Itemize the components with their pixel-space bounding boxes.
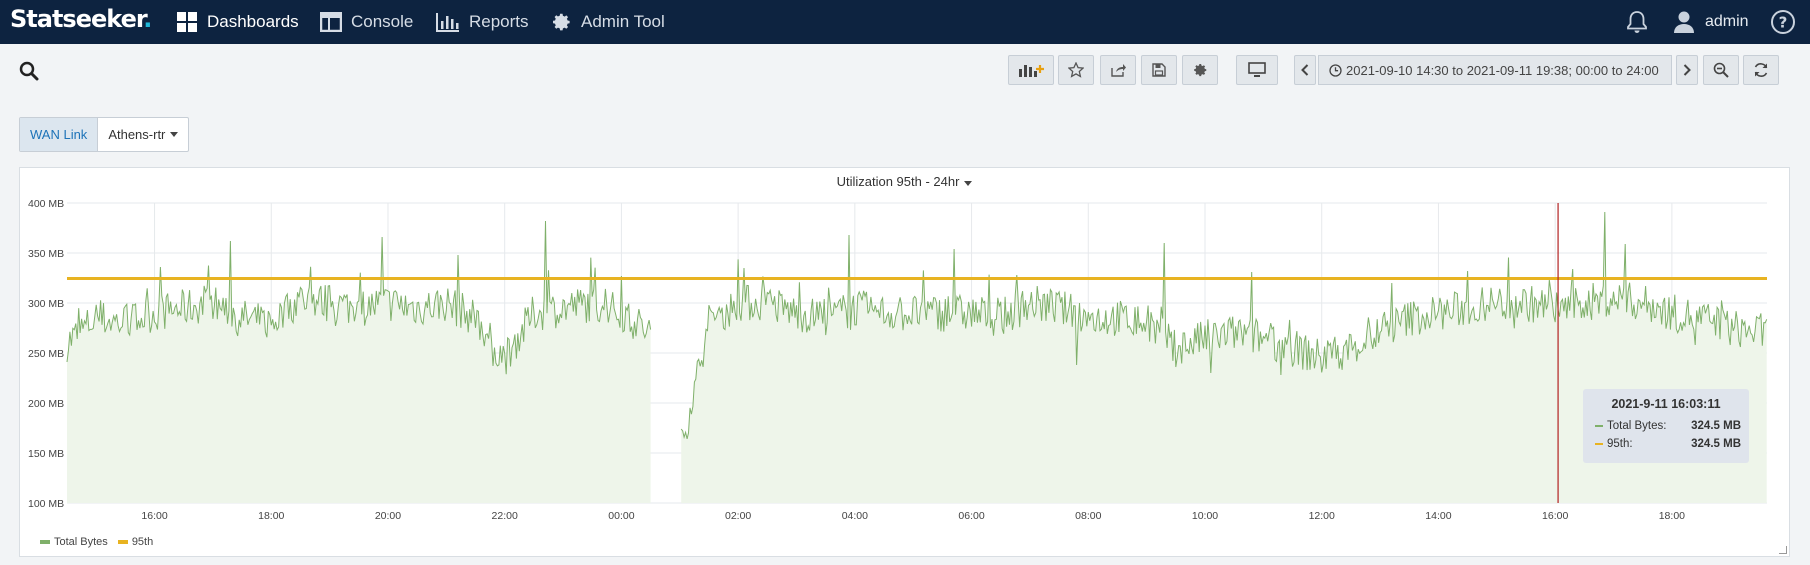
notifications-bell-icon[interactable] [1626,0,1648,44]
share-button[interactable] [1100,55,1136,85]
x-tick-label: 18:00 [1659,510,1685,522]
previous-period-button[interactable] [1294,55,1316,85]
nav-reports[interactable]: Reports [436,0,529,44]
filter-label: WAN Link [20,118,99,151]
date-range-text: 2021-09-10 14:30 to 2021-09-11 19:38; 00… [1346,62,1659,78]
x-tick-label: 22:00 [492,510,518,522]
caret-down-icon [170,132,179,137]
x-tick-label: 12:00 [1309,510,1335,522]
gear-icon [1194,64,1207,77]
legend-swatch [117,540,128,545]
tooltip-total-label: Total Bytes: [1607,420,1667,432]
nav-console[interactable]: Console [320,0,413,44]
x-tick-label: 00:00 [608,510,634,522]
svg-text:?: ? [1779,14,1788,32]
chart-panel: Utilization 95th - 24hr 400 MB 350 MB 300 … [19,167,1790,557]
legend-label: 95th [131,536,154,548]
nav-console-label: Console [351,12,414,31]
save-icon [1152,63,1166,77]
favorite-button[interactable] [1058,55,1094,85]
x-tick-label: 10:00 [1192,510,1218,522]
legend-item-total-bytes[interactable]: Total Bytes [40,536,108,548]
resize-handle[interactable] [1779,546,1787,554]
nav-admin-tool[interactable]: Admin Tool [550,0,665,44]
tooltip-95th-value: 324.5 MB [1691,438,1741,450]
display-mode-button[interactable] [1236,55,1278,85]
x-tick-label: 16:00 [141,510,167,522]
star-icon [1068,62,1084,78]
chart-legend: Total Bytes 95th [40,536,153,548]
add-chart-button[interactable] [1008,55,1054,85]
y-tick-label: 250 MB [28,348,64,360]
y-tick-label: 300 MB [28,298,64,310]
statseeker-logo[interactable]: Statseeker. [10,5,152,33]
bar-chart-icon [436,13,459,32]
y-tick-label: 200 MB [28,398,64,410]
x-tick-label: 04:00 [842,510,868,522]
chart-title-dropdown[interactable]: Utilization 95th - 24hr [20,174,1789,189]
clock-icon [1329,63,1342,77]
tooltip-row-total: Total Bytes: 324.5 MB [1595,420,1741,432]
next-period-button[interactable] [1676,55,1698,85]
legend-label: Total Bytes [54,536,108,548]
chart-tooltip: 2021-9-11 16:03:11 Total Bytes: 324.5 MB… [1583,389,1749,463]
nav-dashboards[interactable]: Dashboards [176,0,299,44]
nav-admin-tool-label: Admin Tool [581,12,665,31]
zoom-out-icon [1713,62,1729,78]
tooltip-total-value: 324.5 MB [1691,420,1741,432]
x-tick-label: 20:00 [375,510,401,522]
utilization-chart[interactable]: 400 MB 350 MB 300 MB 250 MB 200 MB 150 MB 100 … [20,168,1791,558]
tooltip-time: 2021-9-11 16:03:11 [1611,397,1721,411]
device-selector-value: Athens-rtr [108,127,166,142]
monitor-icon [1248,62,1266,77]
chevron-right-icon [1683,64,1691,76]
y-tick-label: 350 MB [28,248,64,260]
zoom-out-button[interactable] [1703,55,1739,85]
refresh-button[interactable] [1743,55,1779,85]
tooltip-95th-label: 95th: [1607,438,1633,450]
date-range-selector[interactable]: 2021-09-10 14:30 to 2021-09-11 19:38; 00… [1318,55,1672,85]
refresh-icon [1754,63,1768,77]
top-nav-bar: Statseeker. Dashboards Console Reports A… [0,0,1810,44]
dashboard-grid-icon [177,12,197,32]
x-tick-label: 02:00 [725,510,751,522]
total-bytes-line [66,220,652,375]
help-icon[interactable]: ? [1770,0,1796,44]
share-icon [1111,64,1126,77]
total-bytes-area [681,212,1767,503]
console-panel-icon [320,12,342,32]
x-tick-label: 16:00 [1542,510,1568,522]
nav-dashboards-label: Dashboards [207,12,299,31]
y-tick-label: 150 MB [28,448,64,460]
y-tick-label: 100 MB [28,498,64,510]
user-avatar-icon [1674,11,1694,33]
total-bytes-line [680,211,1768,440]
x-tick-label: 14:00 [1425,510,1451,522]
x-tick-label: 18:00 [258,510,284,522]
y-tick-label: 400 MB [28,198,64,210]
chart-title: Utilization 95th - 24hr [836,174,960,189]
legend-swatch [40,540,50,545]
total-bytes-area [67,221,651,503]
x-tick-label: 06:00 [958,510,984,522]
tooltip-row-95th: 95th: 324.5 MB [1595,438,1741,450]
x-tick-label: 08:00 [1075,510,1101,522]
user-menu[interactable]: admin [1673,0,1749,44]
device-selector[interactable]: Athens-rtr [98,118,188,151]
gear-icon [553,13,570,31]
chevron-left-icon [1301,64,1309,76]
save-button[interactable] [1141,55,1177,85]
add-chart-icon [1019,65,1044,77]
settings-button[interactable] [1182,55,1218,85]
search-icon[interactable] [19,61,39,86]
legend-item-95th[interactable]: 95th [117,536,154,548]
nav-reports-label: Reports [469,12,529,31]
user-name: admin [1705,13,1749,30]
filter-group: WAN Link Athens-rtr [19,117,190,152]
caret-down-icon [964,181,973,186]
